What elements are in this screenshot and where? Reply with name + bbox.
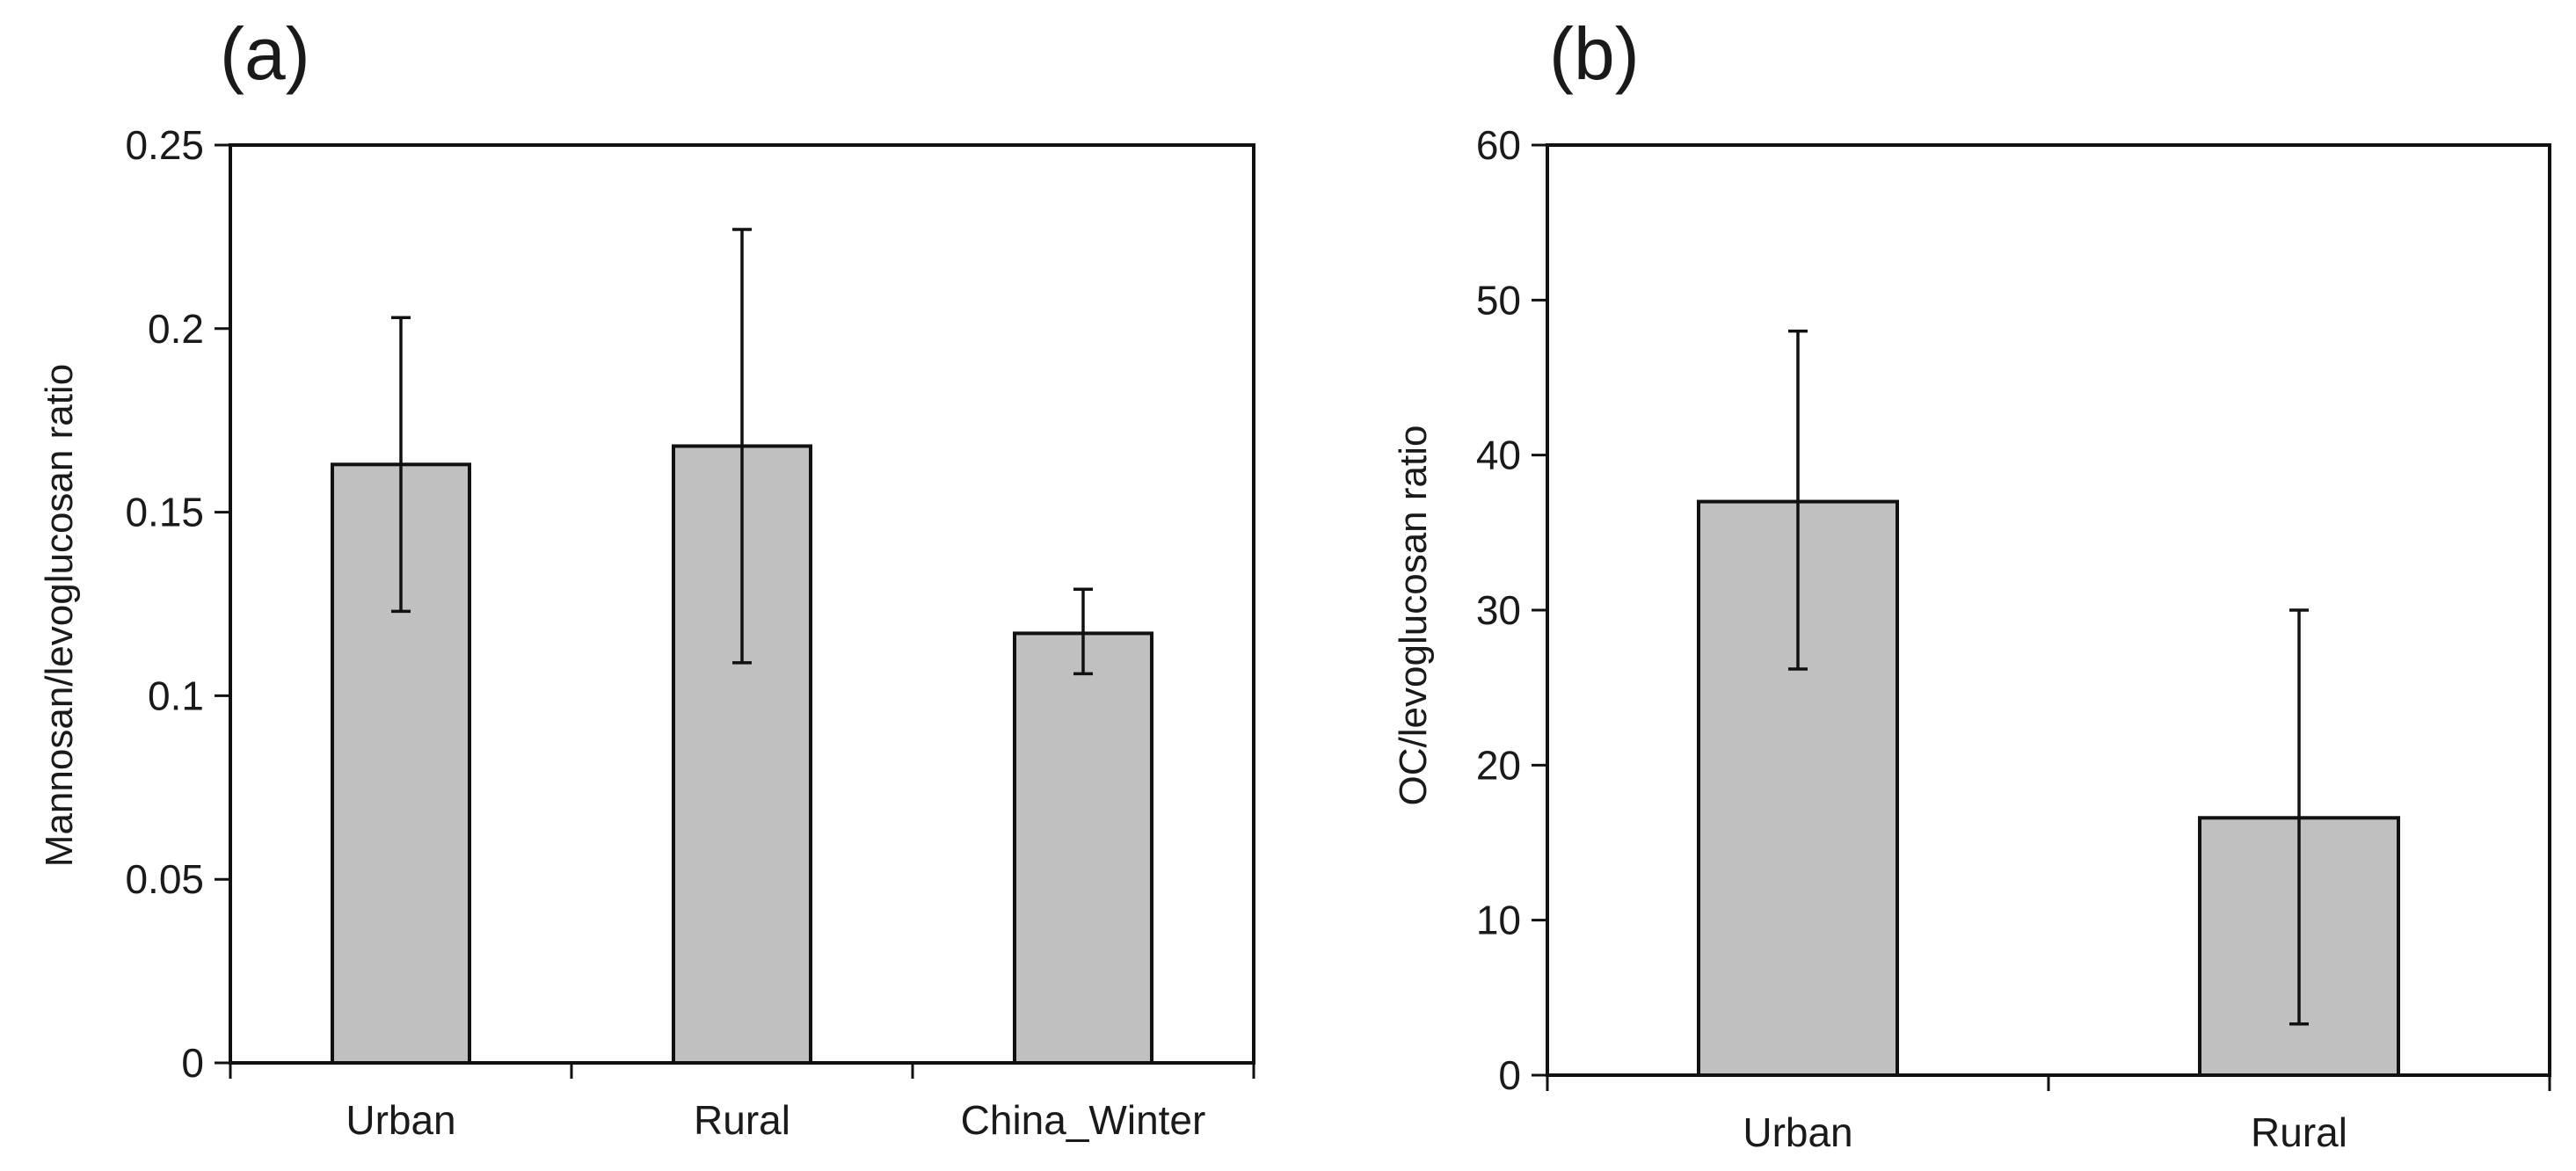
panel-label-a: (a) [220,12,310,95]
y-tick-label: 0.2 [148,306,204,352]
error-bar-urban [1788,329,1808,671]
y-axis-title-a: Mannosan/levoglucosan ratio [38,364,81,867]
y-tick-label: 0.25 [125,122,204,168]
y-tick-label: 50 [1476,277,1521,323]
chart-panel-b: (b) OC/levoglucosan ratio 0102030405060 … [1392,12,2551,1155]
bars-b [1697,499,2400,1078]
y-tick-label: 0.1 [148,673,204,718]
y-tick-label: 0.15 [125,490,204,535]
y-axis-title-b: OC/levoglucosan ratio [1392,425,1435,806]
y-tick-label: 40 [1476,433,1521,478]
panel-label-b: (b) [1549,12,1640,95]
error-bar-rural [732,228,752,665]
chart-panel-a: (a) Mannosan/levoglucosan ratio 0 0.05 0.1… [38,12,1255,1143]
y-ticks-a: 0 0.05 0.1 0.15 0.2 0.25 [125,122,1255,1086]
error-bar-rural [2289,608,2309,1026]
y-tick-label: 60 [1476,122,1521,168]
y-tick-label: 0 [181,1040,204,1086]
error-bars-a [391,228,1093,676]
y-tick-label: 20 [1476,742,1521,788]
y-tick-label: 0.05 [125,856,204,902]
error-bar-urban [391,316,411,614]
category-label: Rural [2251,1109,2347,1155]
category-label: Rural [694,1097,790,1143]
y-tick-label: 10 [1476,898,1521,943]
category-label: Urban [1743,1109,1852,1155]
category-label: China_Winter [961,1097,1206,1143]
error-bar-china-winter [1073,587,1093,676]
category-labels-b: Urban Rural [1743,1109,2347,1155]
bar-china-winter [1013,631,1153,1066]
y-ticks-b: 0 10 20 30 40 50 60 [1476,122,2551,1098]
y-tick-label: 0 [1498,1052,1521,1098]
error-bars-b [1788,329,2309,1026]
y-tick-label: 30 [1476,587,1521,633]
category-label: Urban [346,1097,455,1143]
category-labels-a: Urban Rural China_Winter [346,1097,1205,1143]
